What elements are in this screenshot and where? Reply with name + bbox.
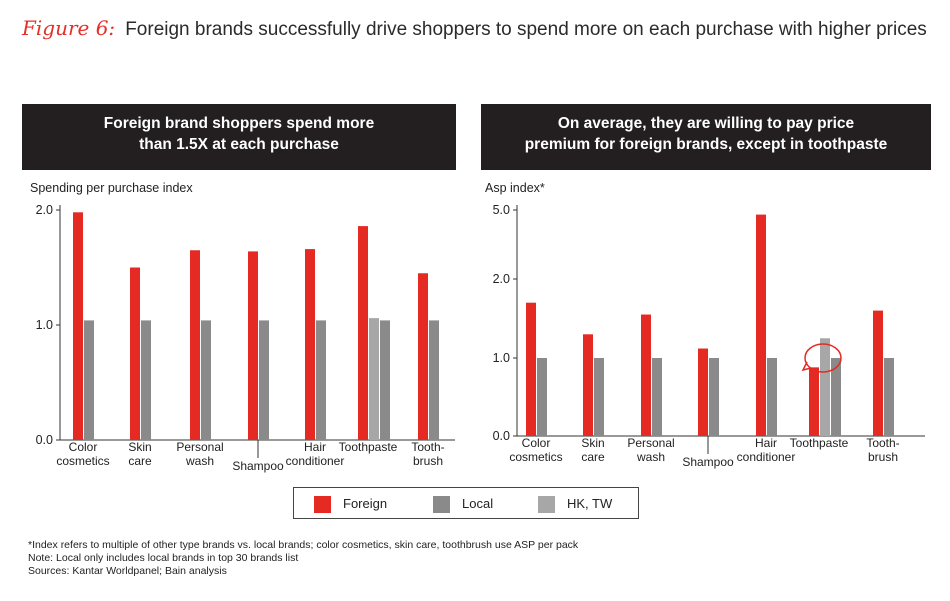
right-header-line-1: On average, they are willing to pay pric… (557, 115, 855, 132)
left-bar-local-5 (380, 320, 390, 440)
legend-item-foreign: Foreign (314, 496, 388, 514)
right-category-label: Toothpaste (790, 436, 849, 450)
legend-item-local: Local (433, 496, 494, 514)
right-y-tick-label: 5.0 (493, 203, 510, 217)
left-bar-foreign-6 (418, 273, 428, 440)
left-header-line-2: than 1.5X at each purchase (139, 136, 339, 153)
left-category-label: conditioner (286, 454, 345, 468)
legend-item-hktw: HK, TW (538, 496, 613, 514)
right-bar-foreign-4 (756, 214, 766, 436)
left-y-tick-label: 2.0 (36, 203, 53, 217)
right-highlight-circle (804, 343, 842, 373)
right-bar-local-2 (652, 358, 662, 436)
left-category-label: Tooth- (411, 440, 444, 454)
right-category-label: Hair (755, 436, 777, 450)
left-category-label: brush (413, 454, 443, 468)
right-bar-local-5 (831, 358, 841, 436)
footnote-local: Note: Local only includes local brands i… (28, 552, 299, 564)
legend-label-foreign: Foreign (343, 496, 388, 511)
right-bar-local-1 (594, 358, 604, 436)
left-y-tick-label: 0.0 (36, 433, 53, 447)
right-category-label: Personal (627, 436, 674, 450)
legend-label-hktw: HK, TW (567, 496, 613, 511)
legend: Foreign Local HK, TW (293, 487, 639, 519)
right-bar-foreign-0 (526, 302, 536, 436)
right-category-label: Color (522, 436, 551, 450)
right-bar-local-6 (884, 358, 894, 436)
left-bar-local-2 (201, 320, 211, 440)
left-bar-foreign-2 (190, 250, 200, 440)
right-bar-local-4 (767, 358, 777, 436)
footnote-sources: Sources: Kantar Worldpanel; Bain analysi… (28, 565, 227, 577)
right-y-tick-label: 2.0 (493, 272, 510, 286)
left-y-tick-label: 1.0 (36, 318, 53, 332)
right-category-label: Skin (581, 436, 604, 450)
left-category-label: care (128, 454, 152, 468)
figure-title-text: Foreign brands successfully drive shoppe… (125, 19, 927, 40)
legend-label-local: Local (462, 496, 494, 511)
right-category-label: Shampoo (682, 455, 734, 469)
left-bar-local-1 (141, 320, 151, 440)
left-category-label: Personal (176, 440, 223, 454)
left-y-axis-label: Spending per purchase index (30, 181, 193, 195)
legend-swatch-local (433, 496, 450, 514)
left-bar-local-0 (84, 320, 94, 440)
left-panel-header: Foreign brand shoppers spend more than 1… (22, 104, 456, 170)
right-bar-foreign-5 (809, 367, 819, 436)
left-category-label: wash (185, 454, 214, 468)
right-category-label: care (581, 450, 605, 464)
left-bar-foreign-0 (73, 212, 83, 440)
right-highlight-arrow (801, 361, 812, 372)
right-category-label: Tooth- (866, 436, 899, 450)
left-category-label: Shampoo (232, 459, 284, 473)
right-category-label: brush (868, 450, 898, 464)
left-bar-foreign-3 (248, 251, 258, 440)
legend-swatch-hktw (538, 496, 555, 514)
right-header-line-2: premium for foreign brands, except in to… (524, 136, 888, 153)
right-y-axis-label: Asp index* (485, 181, 545, 195)
left-bar-foreign-4 (305, 249, 315, 440)
figure-label: Figure 6: (22, 16, 116, 40)
left-category-label: Skin (128, 440, 151, 454)
right-bar-local-0 (537, 358, 547, 436)
footnote-index: *Index refers to multiple of other type … (28, 539, 579, 551)
figure-title: Figure 6: Foreign brands successfully dri… (22, 16, 927, 41)
left-category-label: cosmetics (56, 454, 109, 468)
left-bar-foreign-1 (130, 267, 140, 440)
left-header-line-1: Foreign brand shoppers spend more (103, 115, 375, 132)
right-y-tick-label: 0.0 (493, 429, 510, 443)
left-category-label: Toothpaste (339, 440, 398, 454)
right-category-label: cosmetics (509, 450, 562, 464)
legend-swatch-foreign (314, 496, 331, 514)
left-bar-local-4 (316, 320, 326, 440)
right-bar-foreign-2 (641, 314, 651, 436)
right-bar-hktw-5 (820, 338, 830, 436)
left-category-label: Color (69, 440, 98, 454)
right-bar-foreign-3 (698, 348, 708, 436)
left-bar-hktw-5 (369, 318, 379, 440)
left-bar-local-6 (429, 320, 439, 440)
left-category-label: Hair (304, 440, 326, 454)
right-bar-foreign-6 (873, 310, 883, 436)
right-y-tick-label: 1.0 (493, 351, 510, 365)
right-panel-header: On average, they are willing to pay pric… (481, 104, 931, 170)
footnotes: *Index refers to multiple of other type … (28, 539, 578, 578)
right-bar-local-3 (709, 358, 719, 436)
left-bar-foreign-5 (358, 226, 368, 440)
left-bar-local-3 (259, 320, 269, 440)
right-category-label: wash (636, 450, 665, 464)
right-bar-foreign-1 (583, 334, 593, 436)
right-category-label: conditioner (737, 450, 796, 464)
